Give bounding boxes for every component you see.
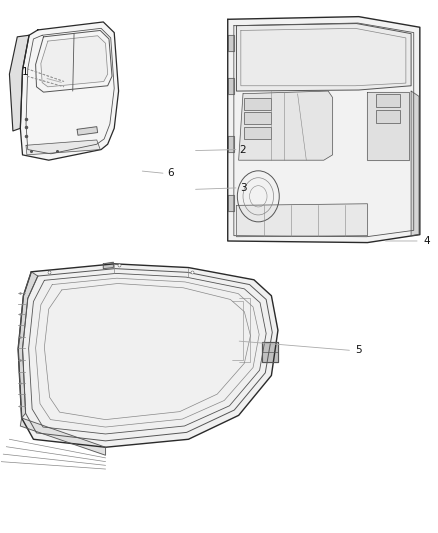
Text: 6: 6	[168, 168, 174, 179]
Text: 5: 5	[355, 345, 362, 356]
Polygon shape	[18, 264, 278, 447]
Bar	[376, 94, 400, 107]
Polygon shape	[20, 22, 119, 160]
Bar	[244, 98, 271, 110]
Polygon shape	[228, 17, 420, 243]
Polygon shape	[20, 418, 106, 455]
Polygon shape	[77, 127, 98, 135]
Polygon shape	[103, 262, 113, 269]
Text: 1: 1	[21, 68, 28, 77]
Polygon shape	[26, 140, 100, 155]
Text: 3: 3	[240, 183, 246, 193]
Polygon shape	[237, 23, 411, 91]
Polygon shape	[18, 272, 38, 418]
Bar	[376, 110, 400, 123]
Text: 4: 4	[423, 236, 430, 246]
Polygon shape	[239, 91, 332, 160]
Bar	[244, 112, 271, 124]
Polygon shape	[228, 78, 234, 94]
Polygon shape	[10, 35, 29, 131]
Polygon shape	[262, 342, 278, 362]
Polygon shape	[228, 35, 234, 51]
Bar	[244, 127, 271, 139]
Polygon shape	[228, 136, 234, 152]
Polygon shape	[41, 36, 108, 87]
Polygon shape	[228, 195, 234, 211]
Polygon shape	[367, 92, 409, 160]
Polygon shape	[411, 91, 419, 236]
Polygon shape	[237, 204, 367, 237]
Text: 2: 2	[240, 144, 246, 155]
